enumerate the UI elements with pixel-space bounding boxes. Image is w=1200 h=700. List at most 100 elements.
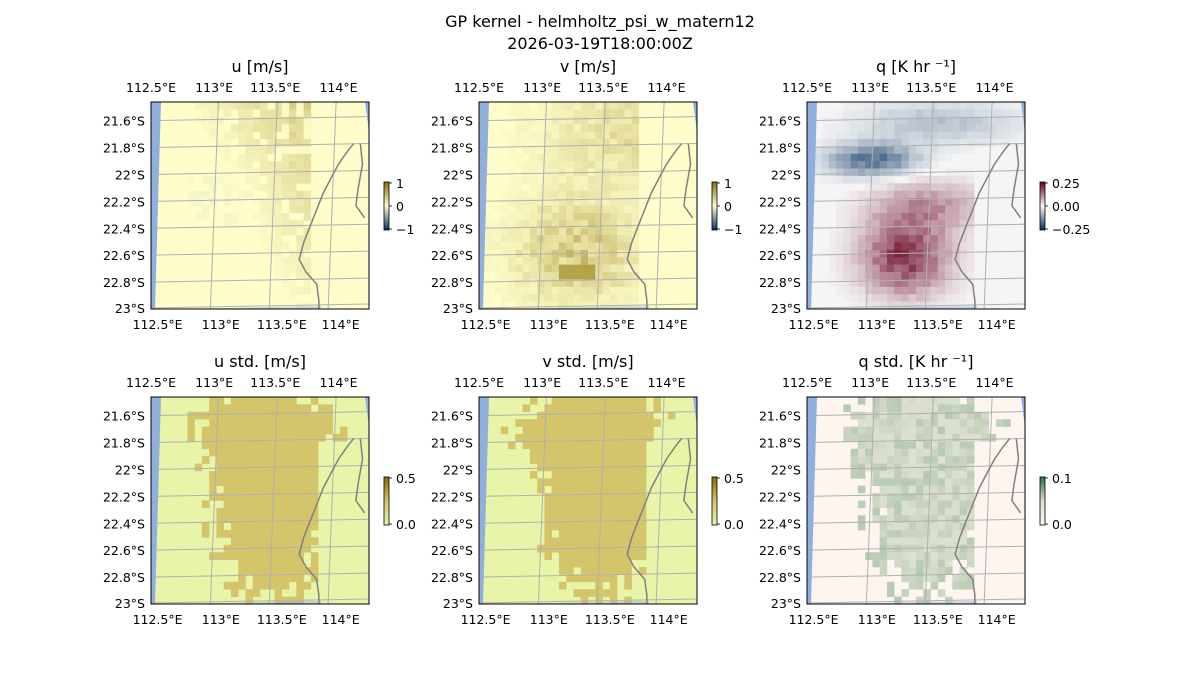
field-cell	[281, 124, 290, 132]
field-cell	[508, 138, 516, 147]
field-cell	[631, 279, 640, 288]
y-tick-label: 21.6°S	[759, 114, 801, 129]
field-cell	[281, 397, 290, 405]
field-cell	[318, 433, 326, 442]
field-cell	[886, 537, 895, 546]
field-cell	[537, 301, 545, 309]
field-cell	[1017, 109, 1025, 118]
field-cell	[952, 574, 960, 583]
field-cell	[187, 175, 195, 184]
field-cell	[289, 441, 297, 450]
field-cell	[252, 530, 261, 538]
field-cell	[303, 257, 312, 265]
field-cell	[223, 183, 232, 192]
field-cell	[966, 124, 975, 132]
x-tick-label-bottom: 112.5°E	[461, 317, 511, 332]
field-cell	[588, 102, 596, 110]
field-cell	[952, 397, 960, 405]
field-cell	[1010, 116, 1019, 125]
field-cell	[952, 183, 960, 192]
field-cell	[252, 419, 261, 427]
field-cell	[588, 574, 596, 583]
field-cell	[289, 448, 297, 457]
field-cell	[289, 198, 297, 206]
field-cell	[828, 272, 837, 280]
y-tick-label: 22.8°S	[431, 275, 473, 290]
field-cell	[267, 426, 275, 435]
field-cell	[609, 242, 618, 251]
colorbar-tick-label: 0.0	[724, 517, 744, 532]
field-cell	[930, 131, 939, 140]
field-cell	[303, 102, 312, 110]
field-cell	[828, 168, 837, 177]
field-cell	[296, 470, 304, 479]
field-cell	[303, 168, 312, 177]
field-cell	[289, 175, 297, 184]
y-tick-label: 21.8°S	[759, 141, 801, 156]
field-cell	[274, 190, 283, 199]
field-cell	[886, 183, 895, 192]
field-cell	[908, 470, 917, 479]
field-cell	[945, 116, 953, 125]
field-cell	[886, 426, 895, 435]
field-cell	[945, 190, 953, 199]
field-cell	[923, 116, 931, 125]
field-cell	[281, 485, 290, 494]
field-cell	[252, 493, 261, 501]
field-cell	[617, 242, 625, 251]
field-cell	[267, 404, 275, 413]
field-cell	[894, 537, 902, 546]
field-cell	[544, 426, 552, 435]
field-cell	[602, 507, 611, 516]
field-cell	[624, 242, 632, 251]
field-cell	[966, 235, 975, 243]
field-cell	[1010, 124, 1019, 132]
field-cell	[281, 131, 290, 140]
field-cell	[843, 190, 851, 199]
field-cell	[289, 537, 297, 546]
field-cell	[624, 411, 632, 420]
field-cell	[325, 404, 333, 413]
field-cell	[894, 161, 902, 169]
field-cell	[289, 433, 297, 442]
field-cell	[223, 102, 232, 110]
field-cell	[879, 131, 888, 140]
field-cell	[267, 507, 275, 516]
field-cell	[945, 463, 953, 472]
field-cell	[230, 493, 239, 501]
field-cell	[609, 124, 618, 132]
field-cell	[836, 286, 844, 295]
field-cell	[588, 161, 596, 169]
field-cell	[624, 456, 632, 464]
field-cell	[952, 109, 960, 118]
field-cell	[573, 131, 582, 140]
field-cell	[609, 198, 618, 206]
field-cell	[843, 227, 851, 236]
field-cell	[486, 279, 494, 288]
field-cell	[872, 198, 880, 206]
field-cell	[558, 109, 567, 118]
field-cell	[223, 581, 232, 590]
field-cell	[966, 485, 975, 494]
field-cell	[260, 544, 268, 553]
field-cell	[923, 124, 931, 132]
field-cell	[580, 485, 589, 494]
field-cell	[865, 419, 873, 427]
field-cell	[245, 153, 254, 162]
field-cell	[908, 198, 917, 206]
field-cell	[289, 264, 297, 273]
field-cell	[894, 456, 902, 464]
parallel-line	[807, 598, 1025, 604]
field-cell	[602, 264, 611, 273]
field-cell	[908, 574, 917, 583]
field-cell	[580, 227, 589, 236]
field-cell	[245, 190, 254, 199]
field-cell	[267, 397, 275, 405]
field-cell	[325, 411, 333, 420]
field-cell	[908, 500, 917, 509]
field-cell	[930, 116, 939, 125]
field-cell	[566, 470, 574, 479]
field-cell	[923, 183, 931, 192]
field-cell	[566, 419, 574, 427]
field-cell	[216, 419, 224, 427]
